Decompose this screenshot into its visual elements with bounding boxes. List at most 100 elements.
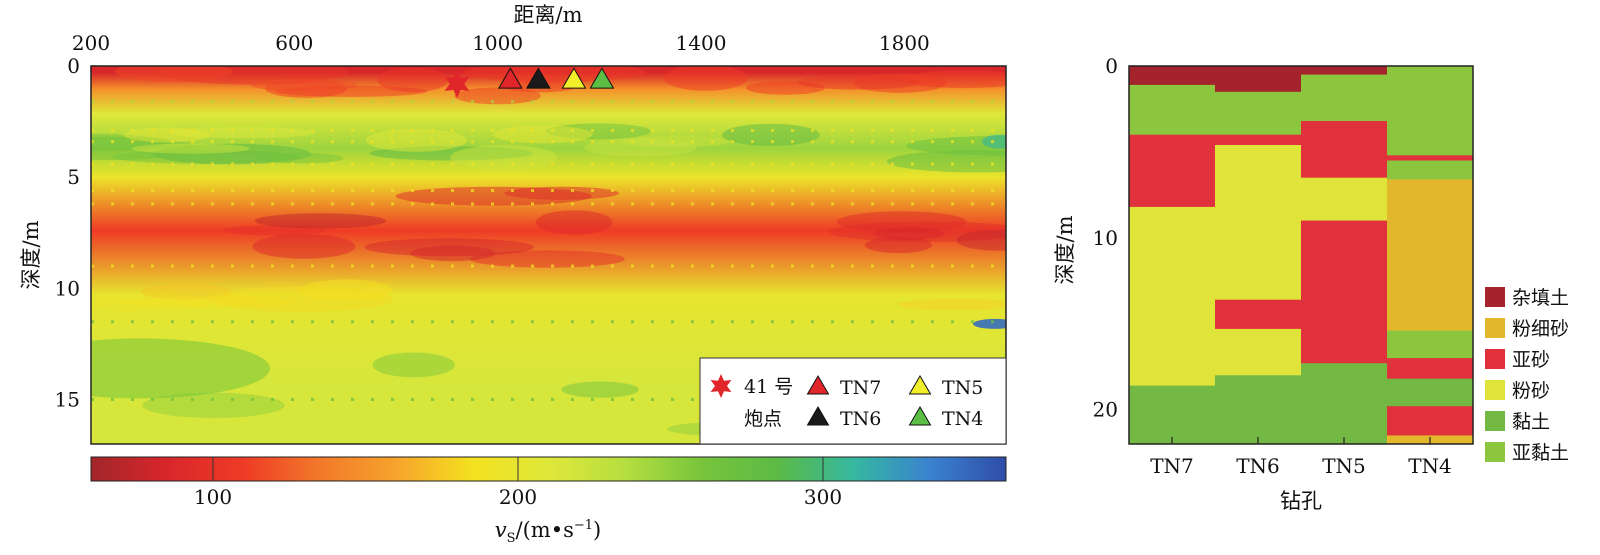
borehole-y-tick-label: 0 (1105, 54, 1118, 78)
borehole-layer-tn4 (1387, 66, 1474, 156)
velocity-texture-blob (493, 125, 593, 144)
velocity-texture-blob (504, 186, 619, 200)
velocity-texture-blob (469, 250, 625, 268)
borehole-layer-tn5 (1301, 121, 1388, 179)
x-tick-label: 1400 (676, 31, 727, 55)
borehole-x-ticks: TN7 TN6 TN5 TN4 (1150, 437, 1452, 478)
velocity-texture (91, 66, 1006, 437)
colorbar-tick-label: 300 (804, 485, 842, 509)
velocity-texture-blob (897, 298, 1006, 311)
x-tick-label: 600 (275, 31, 313, 55)
survey-markers (444, 67, 615, 99)
x-axis-label: 距离/m (514, 3, 583, 27)
borehole-layer-tn4 (1387, 330, 1474, 359)
velocity-texture-blob (209, 286, 394, 312)
legend-star-label-line1: 41 号 (744, 376, 793, 398)
borehole-layer-tn6 (1215, 91, 1302, 136)
legend-label-tn7: TN7 (840, 377, 881, 399)
velocity-texture-blob (250, 78, 357, 92)
legend-star-icon (710, 374, 732, 398)
borehole-layer-tn7 (1129, 134, 1216, 208)
velocity-texture-blob (797, 75, 919, 90)
velocity-texture-blob (372, 352, 455, 378)
legend-star-label-line2: 炮点 (744, 408, 782, 430)
borehole-marker-tn5 (561, 67, 587, 89)
y-tick-label: 0 (67, 54, 80, 78)
borehole-frame (1128, 65, 1474, 445)
velocity-texture-blob (982, 134, 1006, 149)
velocity-field (91, 66, 1006, 444)
legend-triangle-tn6 (806, 406, 830, 426)
velocity-texture-blob (864, 237, 933, 254)
x-tick-label: 200 (72, 31, 110, 55)
legend-triangle-tn4 (908, 406, 932, 426)
borehole-layer-tn5 (1301, 177, 1388, 222)
velocity-texture-blob (450, 144, 558, 170)
borehole-layer-tn7 (1129, 206, 1216, 387)
borehole-columns (1129, 66, 1474, 445)
velocity-texture-blob (131, 143, 250, 154)
soil-legend-swatch (1485, 380, 1505, 400)
borehole-layer-tn6 (1215, 375, 1302, 445)
soil-legend-swatch (1485, 287, 1505, 307)
velocity-texture-blob (956, 229, 1006, 251)
velocity-texture-blob (142, 392, 285, 418)
soil-legend-label: 粉砂 (1512, 380, 1550, 402)
soil-legend-swatch (1485, 349, 1505, 369)
colorbar-ticks: 100 200 300 (194, 457, 842, 509)
legend-triangle-tn5 (908, 375, 932, 395)
soil-legend-label: 亚黏土 (1512, 442, 1569, 464)
legend-label-tn5: TN5 (942, 377, 983, 399)
soil-legend-label: 粉细砂 (1512, 318, 1569, 340)
velocity-texture-blob (663, 66, 748, 91)
y-tick-label: 15 (55, 388, 80, 412)
velocity-texture-blob (123, 127, 210, 143)
borehole-layer-tn4 (1387, 155, 1474, 161)
borehole-layer-tn6 (1215, 299, 1302, 330)
borehole-layer-tn4 (1387, 406, 1474, 436)
borehole-layer-tn7 (1129, 385, 1216, 445)
velocity-section-chart: 距离/m 200 600 1000 1400 1800 深度/m 0 5 10 15 41 号… (19, 3, 1007, 546)
soil-legend-label: 黏土 (1512, 411, 1550, 433)
borehole-layer-tn6 (1215, 66, 1302, 93)
x-tick-label: 1000 (472, 31, 523, 55)
borehole-layer-tn5 (1301, 220, 1388, 364)
velocity-texture-blob (252, 234, 356, 259)
borehole-layer-tn6 (1215, 328, 1302, 376)
borehole-layer-tn4 (1387, 179, 1474, 332)
borehole-y-axis-label: 深度/m (1053, 215, 1077, 284)
borehole-layer-tn4 (1387, 160, 1474, 180)
legend-frame (699, 357, 1007, 445)
velocity-texture-blob (377, 67, 449, 93)
borehole-chart: 深度/m 0 10 20 TN7 TN6 TN5 TN4 钻孔 杂填土粉细砂亚砂粉砂黏土亚… (1053, 54, 1569, 513)
soil-legend-label: 亚砂 (1512, 349, 1550, 371)
y-tick-label: 10 (55, 276, 80, 300)
y-axis-label: 深度/m (19, 220, 43, 289)
shot-point-star (444, 69, 470, 99)
colorbar-tick-label: 100 (194, 485, 232, 509)
colorbar-label: vS/(m•s−1) (495, 518, 602, 546)
legend-label-tn4: TN4 (942, 408, 983, 430)
borehole-x-axis-label: 钻孔 (1280, 489, 1322, 513)
plot-frame (90, 65, 1007, 445)
borehole-layer-tn5 (1301, 74, 1388, 122)
soil-legend-swatch (1485, 411, 1505, 431)
velocity-texture-blob (904, 70, 1006, 89)
soil-legend-swatch (1485, 318, 1505, 338)
borehole-x-tick-label: TN5 (1322, 454, 1366, 478)
velocity-texture-blob (365, 129, 468, 152)
colorbar-gradient (90, 456, 1007, 482)
soil-legend-swatch (1485, 442, 1505, 462)
velocity-texture-blob (259, 152, 344, 164)
x-tick-label: 1800 (879, 31, 930, 55)
borehole-layer-tn7 (1129, 66, 1216, 86)
velocity-texture-blob (141, 284, 233, 301)
borehole-marker-tn6 (525, 67, 551, 89)
velocity-texture-blob (535, 210, 613, 235)
borehole-marker-tn4 (589, 67, 615, 89)
borehole-x-tick-label: TN4 (1408, 454, 1452, 478)
borehole-layer-tn6 (1215, 134, 1302, 146)
velocity-texture-blob (973, 318, 1006, 329)
borehole-y-tick-label: 10 (1093, 226, 1118, 250)
velocity-texture-blob (254, 213, 386, 229)
